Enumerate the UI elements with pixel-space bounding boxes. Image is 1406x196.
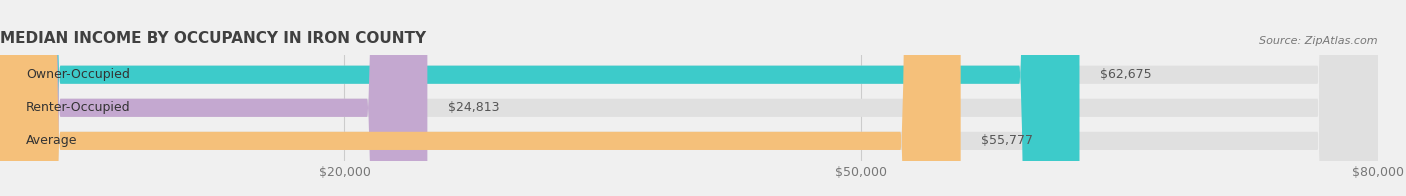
Text: Renter-Occupied: Renter-Occupied bbox=[25, 101, 131, 114]
Text: Source: ZipAtlas.com: Source: ZipAtlas.com bbox=[1260, 36, 1378, 46]
Text: $55,777: $55,777 bbox=[981, 134, 1033, 147]
FancyBboxPatch shape bbox=[0, 0, 427, 196]
FancyBboxPatch shape bbox=[0, 0, 1080, 196]
Text: Average: Average bbox=[25, 134, 77, 147]
Text: Owner-Occupied: Owner-Occupied bbox=[25, 68, 129, 81]
Text: MEDIAN INCOME BY OCCUPANCY IN IRON COUNTY: MEDIAN INCOME BY OCCUPANCY IN IRON COUNT… bbox=[0, 31, 426, 46]
Text: $62,675: $62,675 bbox=[1099, 68, 1152, 81]
FancyBboxPatch shape bbox=[0, 0, 960, 196]
Text: $24,813: $24,813 bbox=[449, 101, 499, 114]
